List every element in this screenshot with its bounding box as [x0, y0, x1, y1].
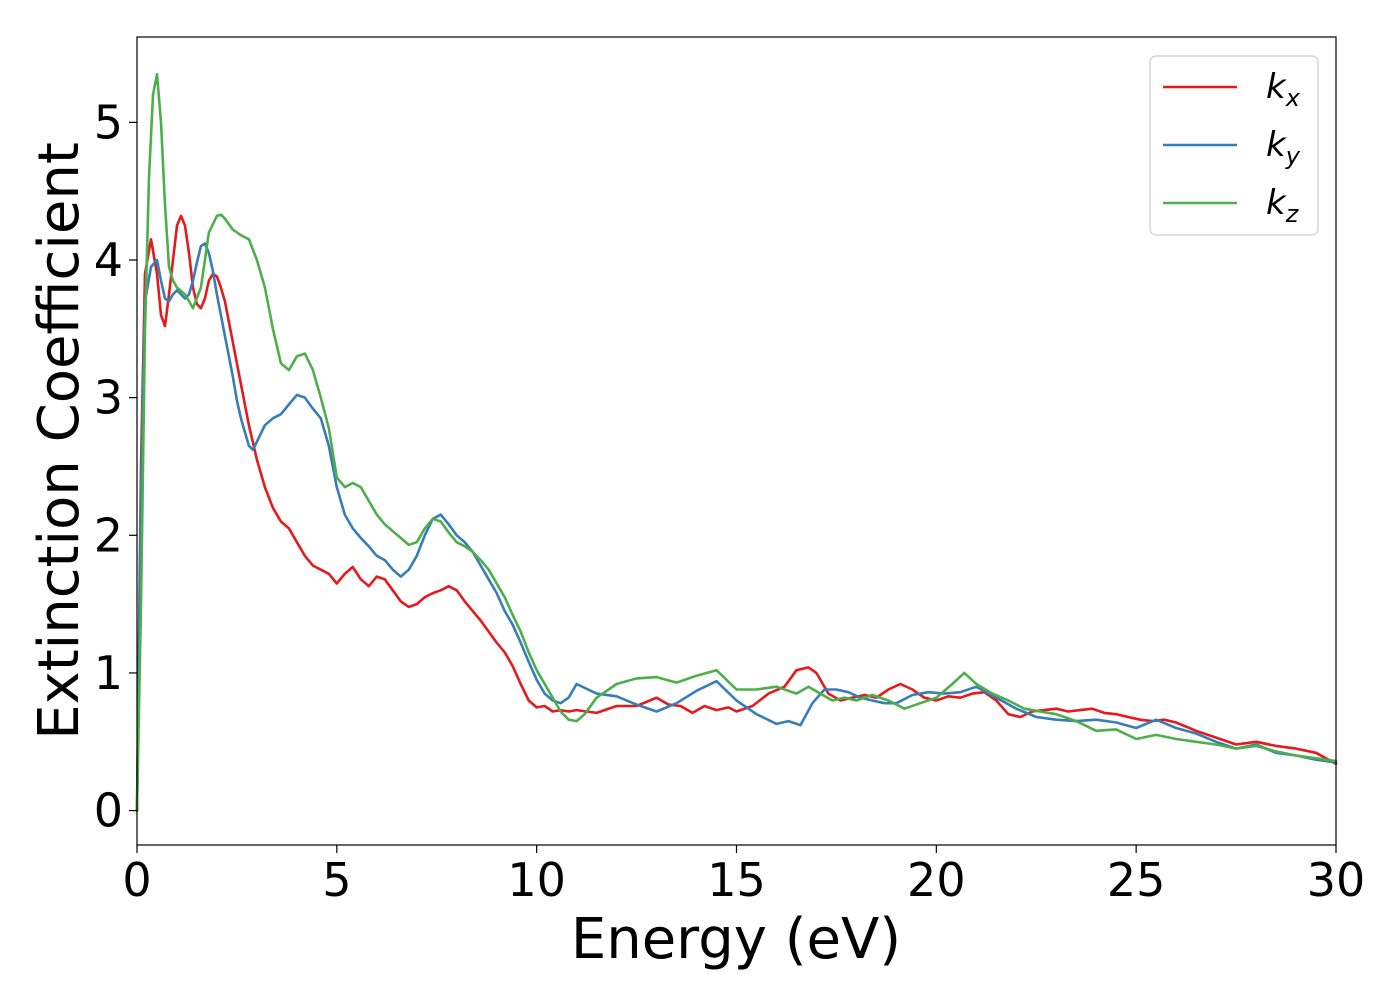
- y-axis: 0 1 2 3 4 5: [94, 95, 137, 838]
- x-tick-label: 15: [707, 853, 766, 907]
- x-tick-label: 20: [907, 853, 966, 907]
- x-axis: 0 5 10 15 20 25 30: [122, 845, 1365, 907]
- x-tick-label: 10: [507, 853, 566, 907]
- y-tick-label: 5: [94, 95, 123, 149]
- series-line-z: [135, 72, 1338, 812]
- y-axis-title: Extinction Coefficient: [27, 142, 92, 740]
- y-tick-label: 2: [94, 508, 123, 562]
- series-line-x: [135, 214, 1338, 812]
- x-tick-label: 30: [1307, 853, 1366, 907]
- series-layer: [135, 72, 1338, 812]
- y-tick-label: 0: [94, 784, 123, 838]
- x-axis-title: Energy (eV): [571, 907, 901, 972]
- y-tick-label: 4: [94, 233, 123, 287]
- y-tick-label: 1: [94, 646, 123, 700]
- x-tick-label: 0: [122, 853, 151, 907]
- x-tick-label: 5: [322, 853, 351, 907]
- y-tick-label: 3: [94, 371, 123, 425]
- x-tick-label: 25: [1107, 853, 1166, 907]
